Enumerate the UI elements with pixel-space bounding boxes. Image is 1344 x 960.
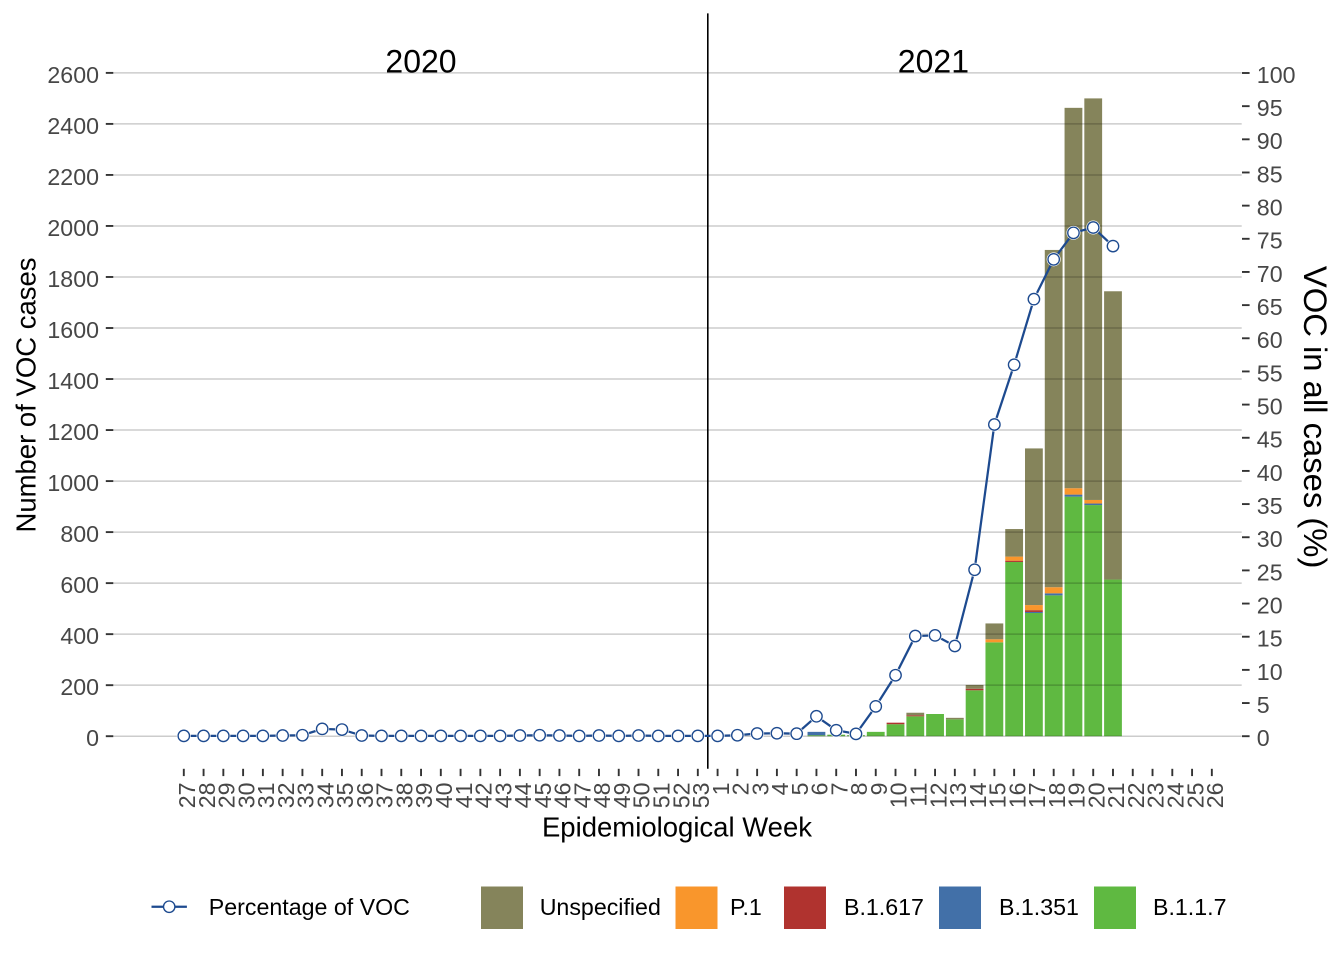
svg-text:600: 600 xyxy=(60,572,99,598)
svg-text:70: 70 xyxy=(1257,261,1283,287)
svg-text:15: 15 xyxy=(1257,626,1283,652)
svg-text:10: 10 xyxy=(1257,659,1283,685)
svg-text:52: 52 xyxy=(668,783,694,809)
svg-text:10: 10 xyxy=(886,783,912,809)
svg-text:26: 26 xyxy=(1202,783,1228,809)
svg-text:34: 34 xyxy=(312,782,338,808)
svg-text:Epidemiological Week: Epidemiological Week xyxy=(542,812,812,843)
svg-text:8: 8 xyxy=(846,783,872,796)
svg-text:1800: 1800 xyxy=(47,266,99,292)
svg-text:VOC in all cases (%): VOC in all cases (%) xyxy=(1297,266,1334,569)
svg-text:45: 45 xyxy=(1257,427,1283,453)
svg-text:32: 32 xyxy=(273,783,299,809)
svg-text:12: 12 xyxy=(925,783,951,809)
svg-text:7: 7 xyxy=(826,783,852,796)
svg-text:53: 53 xyxy=(688,783,714,809)
svg-text:2400: 2400 xyxy=(47,113,99,139)
svg-text:3: 3 xyxy=(747,783,773,796)
svg-text:0: 0 xyxy=(1257,725,1270,751)
svg-text:25: 25 xyxy=(1257,559,1283,585)
svg-text:P.1: P.1 xyxy=(730,894,762,920)
svg-text:33: 33 xyxy=(293,783,319,809)
svg-text:44: 44 xyxy=(510,782,536,808)
svg-text:Number of VOC cases: Number of VOC cases xyxy=(11,257,42,532)
svg-text:51: 51 xyxy=(648,783,674,809)
svg-text:45: 45 xyxy=(530,783,556,809)
svg-text:17: 17 xyxy=(1024,783,1050,809)
svg-text:11: 11 xyxy=(905,783,931,807)
svg-text:16: 16 xyxy=(1004,783,1030,809)
svg-text:55: 55 xyxy=(1257,360,1283,386)
svg-text:0: 0 xyxy=(86,725,99,751)
svg-text:21: 21 xyxy=(1103,783,1129,809)
svg-text:50: 50 xyxy=(629,783,655,809)
svg-text:6: 6 xyxy=(807,783,833,796)
svg-text:4: 4 xyxy=(767,782,793,795)
svg-text:2020: 2020 xyxy=(385,44,456,80)
svg-text:2: 2 xyxy=(728,783,754,796)
svg-text:2021: 2021 xyxy=(898,44,969,80)
svg-text:65: 65 xyxy=(1257,294,1283,320)
svg-text:19: 19 xyxy=(1064,783,1090,809)
svg-text:25: 25 xyxy=(1182,783,1208,809)
svg-text:1400: 1400 xyxy=(47,368,99,394)
svg-text:80: 80 xyxy=(1257,195,1283,221)
svg-text:38: 38 xyxy=(391,783,417,809)
svg-text:95: 95 xyxy=(1257,95,1283,121)
svg-text:800: 800 xyxy=(60,521,99,547)
svg-text:B.1.351: B.1.351 xyxy=(999,894,1079,920)
svg-text:50: 50 xyxy=(1257,394,1283,420)
svg-text:400: 400 xyxy=(60,623,99,649)
svg-text:20: 20 xyxy=(1083,783,1109,809)
svg-text:42: 42 xyxy=(471,783,497,809)
svg-text:27: 27 xyxy=(174,783,200,809)
svg-text:39: 39 xyxy=(411,783,437,809)
svg-text:24: 24 xyxy=(1163,782,1189,808)
svg-text:90: 90 xyxy=(1257,128,1283,154)
svg-text:46: 46 xyxy=(550,783,576,809)
svg-text:2600: 2600 xyxy=(47,62,99,88)
svg-text:49: 49 xyxy=(609,783,635,809)
svg-text:15: 15 xyxy=(985,783,1011,809)
svg-text:9: 9 xyxy=(866,783,892,796)
svg-text:1200: 1200 xyxy=(47,419,99,445)
svg-text:28: 28 xyxy=(194,783,220,809)
svg-text:30: 30 xyxy=(1257,526,1283,552)
svg-text:B.1.617: B.1.617 xyxy=(844,894,924,920)
svg-text:14: 14 xyxy=(965,782,991,808)
svg-text:B.1.1.7: B.1.1.7 xyxy=(1153,894,1226,920)
svg-text:43: 43 xyxy=(490,783,516,809)
svg-text:1600: 1600 xyxy=(47,317,99,343)
svg-text:5: 5 xyxy=(787,783,813,796)
svg-text:22: 22 xyxy=(1123,783,1149,809)
svg-text:35: 35 xyxy=(1257,493,1283,519)
svg-text:200: 200 xyxy=(60,674,99,700)
svg-text:20: 20 xyxy=(1257,592,1283,618)
svg-text:13: 13 xyxy=(945,783,971,809)
svg-text:100: 100 xyxy=(1257,62,1296,88)
svg-text:1: 1 xyxy=(708,783,734,796)
svg-text:Percentage of VOC: Percentage of VOC xyxy=(209,894,410,920)
svg-text:36: 36 xyxy=(352,783,378,809)
svg-text:60: 60 xyxy=(1257,327,1283,353)
svg-text:75: 75 xyxy=(1257,228,1283,254)
svg-text:37: 37 xyxy=(372,783,398,809)
svg-text:29: 29 xyxy=(214,783,240,809)
svg-text:23: 23 xyxy=(1143,783,1169,809)
svg-text:40: 40 xyxy=(1257,460,1283,486)
svg-text:18: 18 xyxy=(1044,783,1070,809)
svg-text:48: 48 xyxy=(589,783,615,809)
svg-text:5: 5 xyxy=(1257,692,1270,718)
svg-text:41: 41 xyxy=(451,783,477,809)
svg-text:2000: 2000 xyxy=(47,215,99,241)
svg-text:1000: 1000 xyxy=(47,470,99,496)
svg-text:35: 35 xyxy=(332,783,358,809)
svg-text:31: 31 xyxy=(253,783,279,809)
svg-text:2200: 2200 xyxy=(47,164,99,190)
svg-text:85: 85 xyxy=(1257,161,1283,187)
svg-text:47: 47 xyxy=(569,783,595,809)
svg-text:30: 30 xyxy=(233,783,259,809)
svg-text:40: 40 xyxy=(431,783,457,809)
svg-text:Unspecified: Unspecified xyxy=(540,894,661,920)
